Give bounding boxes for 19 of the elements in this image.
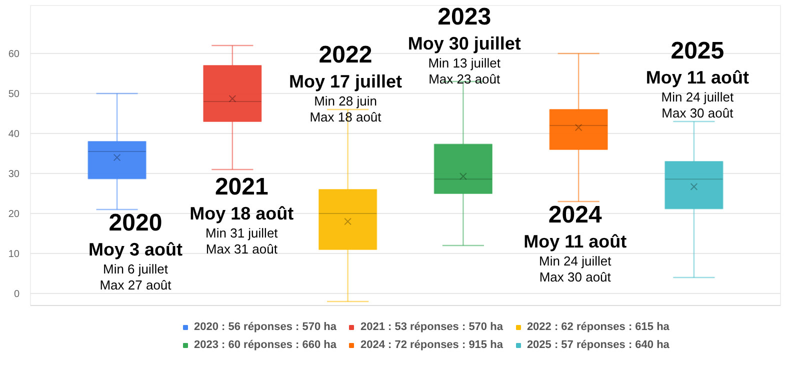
annotation: 2024 Moy 11 août Min 24 juillet Max 30 août [524,202,627,284]
legend-label: 2024 : 72 réponses : 915 ha [360,339,503,351]
annotation: 2023 Moy 30 juillet Min 13 juillet Max 23 août [408,4,521,86]
legend-label: 2025 : 57 réponses : 640 ha [526,339,670,351]
y-tick-label: 20 [8,209,20,220]
y-tick-label: 10 [8,249,20,260]
legend-label: 2022 : 62 réponses : 615 ha [526,321,670,333]
legend-label: 2020 : 56 réponses : 570 ha [194,321,336,333]
annotation: 2022 Moy 17 juillet Min 28 juin Max 18 août [288,42,402,124]
legend-label: 2021 : 53 réponses : 570 ha [360,321,503,333]
legend-label: 2023 : 60 réponses : 660 ha [194,339,336,351]
y-tick-label: 30 [8,169,20,180]
y-tick-label: 40 [8,129,20,140]
annotation: 2021 Moy 18 août Min 31 juillet Max 31 août [190,174,294,256]
annotation: 2025 Moy 11 août Min 24 juillet Max 30 août [646,38,749,120]
y-tick-label: 0 [14,289,20,300]
y-tick-label: 60 [8,49,20,60]
annotation: 2020 Moy 3 août Min 6 juillet Max 27 août [88,210,183,292]
y-tick-label: 50 [8,89,20,100]
